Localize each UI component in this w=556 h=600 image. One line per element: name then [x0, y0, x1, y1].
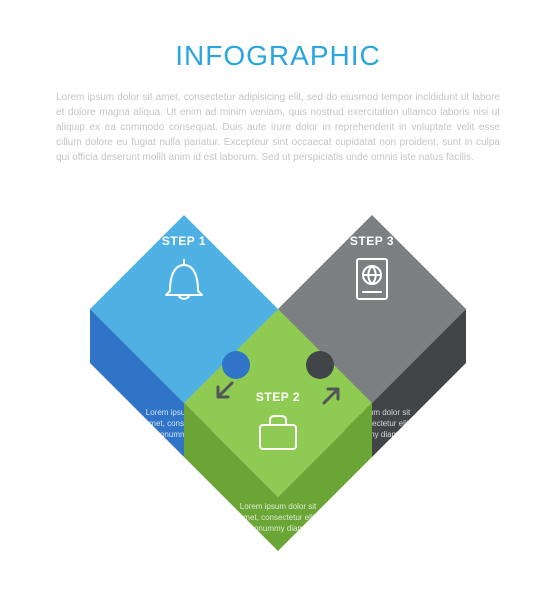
page-title-text: Infographic: [159, 40, 396, 71]
step-1-label: Step 1: [162, 234, 206, 248]
step-1-puzzle-bump-over: [222, 351, 250, 379]
step-3-puzzle-bump-over: [306, 351, 334, 379]
step-3-label: Step 3: [350, 234, 394, 248]
step-2-body-1: Lorem ipsum dolor sit: [240, 502, 317, 511]
step-2-body-3: nonummy diam.: [250, 524, 307, 533]
steps-diagram: Step 1 Lorem ipsum dolor sit amet, conse…: [0, 205, 556, 585]
page-title: Infographic: [0, 40, 556, 72]
step-2-label: Step 2: [256, 390, 300, 404]
step-2-body-2: amet, consectetur elit,: [239, 513, 317, 522]
intro-paragraph: Lorem ipsum dolor sit amet, consectetur …: [56, 90, 500, 165]
